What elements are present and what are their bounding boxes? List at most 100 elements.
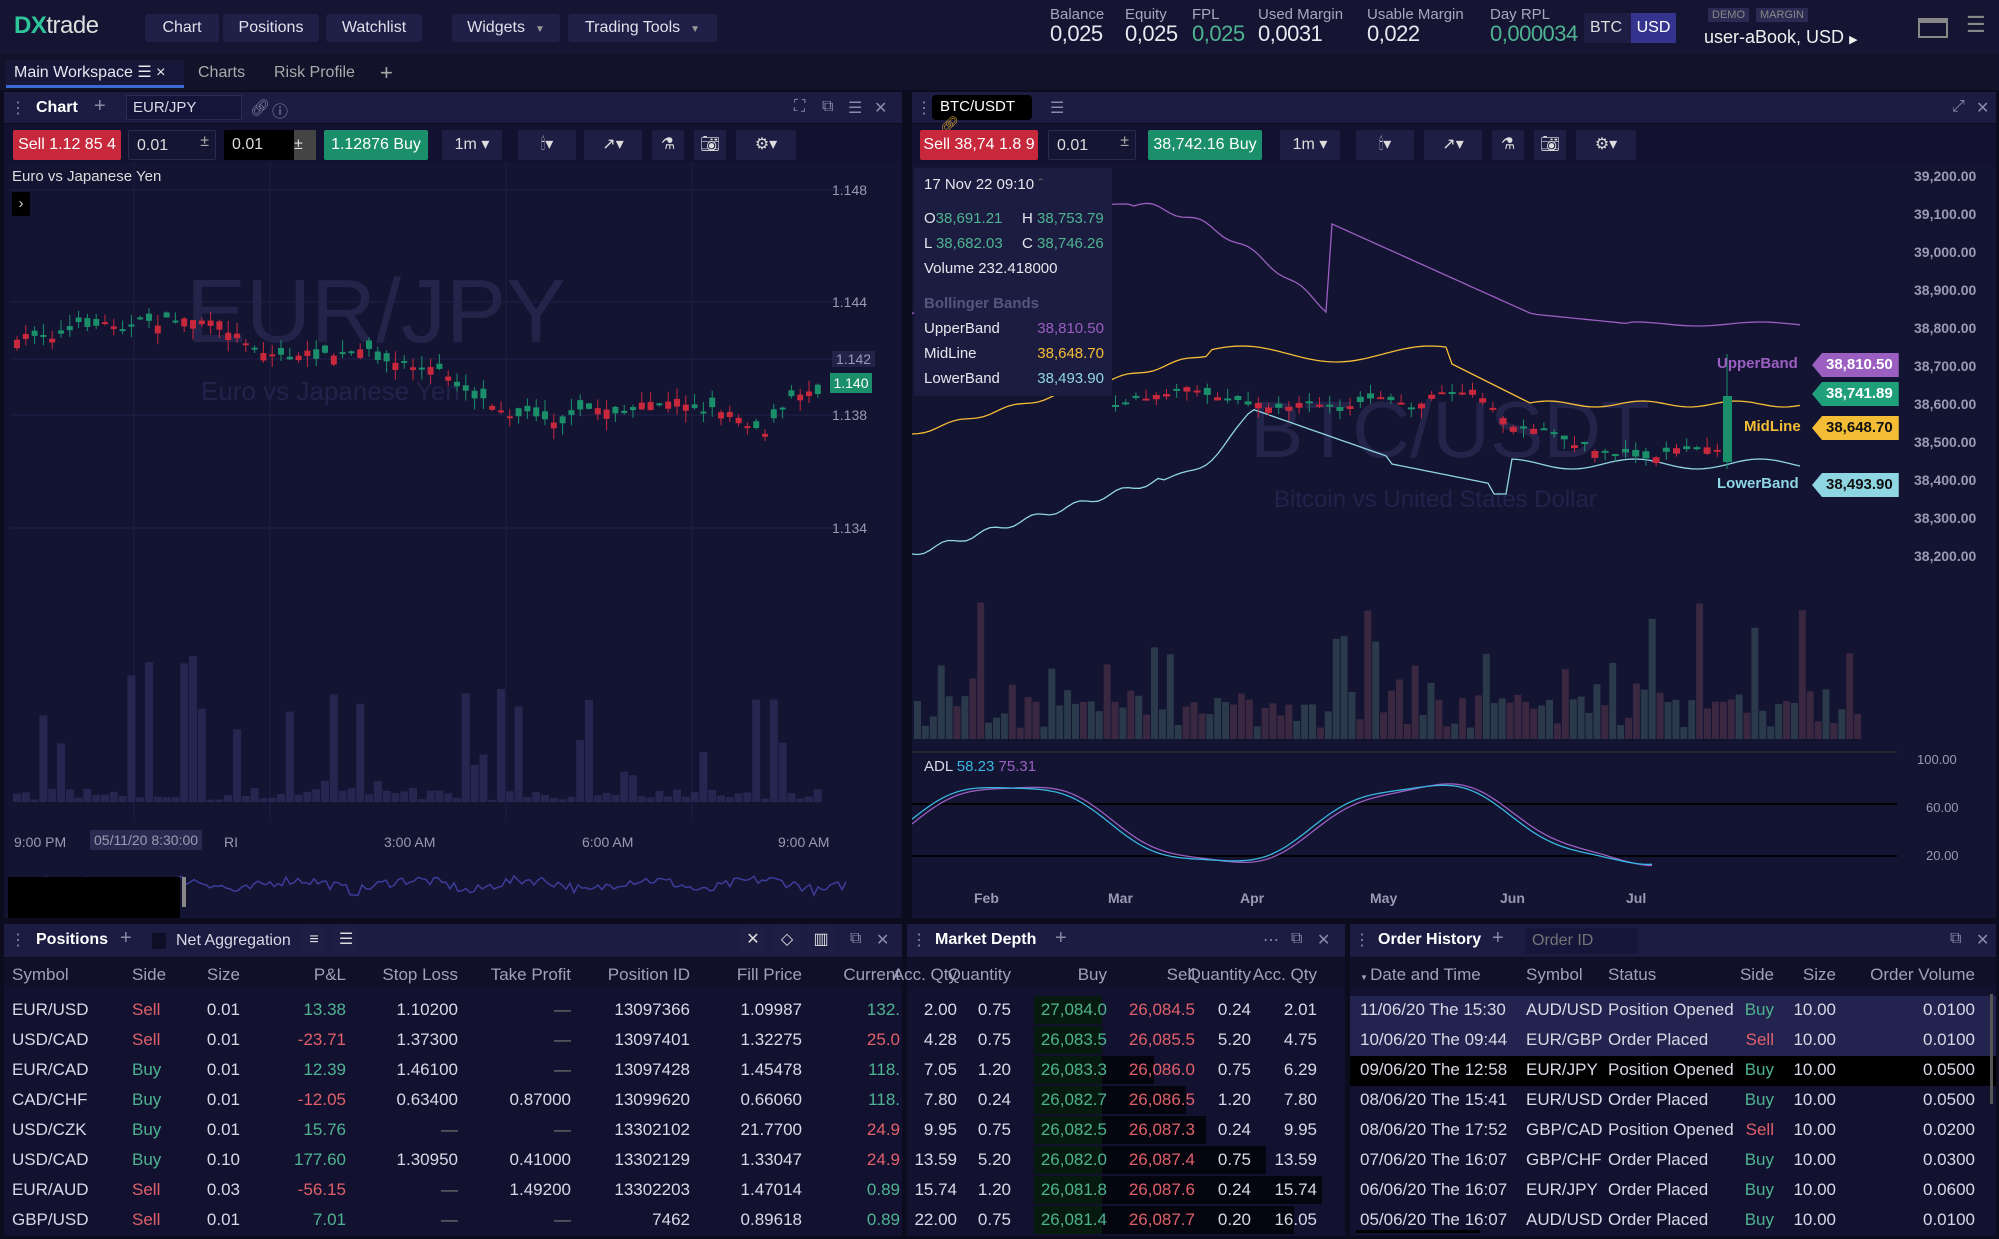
add-icon[interactable]: + <box>1055 927 1067 949</box>
column-header[interactable]: Side <box>1739 965 1774 984</box>
depth-row[interactable]: 13.59 5.20 26,082.0 26,087.4 0.75 13.59 <box>907 1146 1345 1176</box>
menu-icon[interactable]: ☰ <box>137 64 152 81</box>
horizontal-scrollbar[interactable] <box>1356 1230 1480 1233</box>
sell-button[interactable]: Sell 38,74 1.8 9 <box>920 130 1038 160</box>
currency-btc[interactable]: BTC <box>1590 19 1622 36</box>
scrollbar[interactable] <box>1990 994 1993 1104</box>
order-row[interactable]: 05/06/20 The 16:07 AUD/USD Order Placed Buy… <box>1350 1206 1996 1236</box>
position-row[interactable]: GBP/USD Sell 0.01 7.01 — — 7462 0.89618 0.89 <box>4 1206 902 1236</box>
close-icon[interactable]: ✕ <box>874 100 888 117</box>
order-row[interactable]: 11/06/20 The 15:30 AUD/USD Position Opened… <box>1350 996 1996 1026</box>
popout-icon[interactable]: ⧉ <box>1950 930 1962 947</box>
depth-row[interactable]: 22.00 0.75 26,081.4 26,087.7 0.20 16.05 <box>907 1206 1345 1236</box>
stepper-icon[interactable]: ± <box>294 130 316 160</box>
nav-trading-tools[interactable]: Trading Tools ▼ <box>568 14 717 42</box>
nav-chart[interactable]: Chart <box>145 14 219 42</box>
menu-icon[interactable]: ☰ <box>848 100 863 117</box>
depth-row[interactable]: 7.05 1.20 26,083.3 26,086.0 0.75 6.29 <box>907 1056 1345 1086</box>
close-icon[interactable]: ✕ <box>1317 932 1331 949</box>
buy-button[interactable]: 1.12876 Buy <box>324 130 428 160</box>
order-row[interactable]: 07/06/20 The 16:07 GBP/CHF Order Placed Buy… <box>1350 1146 1996 1176</box>
tab-main-workspace[interactable]: Main Workspace ☰ × <box>6 60 184 88</box>
column-header[interactable]: Order Volume <box>1870 965 1975 984</box>
quantity-input[interactable]: 0.01 ± <box>1048 130 1136 160</box>
tab-risk-profile[interactable]: Risk Profile <box>274 64 355 81</box>
order-row[interactable]: 06/06/20 The 16:07 EUR/JPY Order Placed Buy… <box>1350 1176 1996 1206</box>
add-icon[interactable]: + <box>1492 927 1504 949</box>
link-icon[interactable]: 🔗︎ <box>250 100 271 117</box>
currency-usd[interactable]: USD <box>1631 13 1676 43</box>
menu-icon[interactable]: ☰ <box>1050 100 1065 117</box>
expand-chevron-icon[interactable]: › <box>12 192 30 216</box>
interval-select[interactable]: 1m ▾ <box>1280 130 1340 160</box>
position-row[interactable]: EUR/CAD Buy 0.01 12.39 1.46100 — 13097428 1.454… <box>4 1056 902 1086</box>
column-header[interactable]: Stop Loss <box>382 965 458 984</box>
list-icon[interactable]: ☰ <box>334 927 358 953</box>
popout-icon[interactable]: ⧉ <box>822 98 834 115</box>
link-icon[interactable]: 🔗︎ <box>940 116 960 133</box>
column-header[interactable]: Position ID <box>607 965 690 984</box>
filter-icon[interactable]: ≡ <box>302 927 326 953</box>
eurjpy-chart-area[interactable]: EUR/JPY Euro vs Japanese Yen Euro vs Jap… <box>6 162 900 918</box>
close-icon[interactable]: × <box>156 64 166 81</box>
drag-handle-icon[interactable]: ⋮ <box>1354 932 1370 949</box>
add-icon[interactable]: + <box>94 95 106 117</box>
depth-row[interactable]: 9.95 0.75 26,082.5 26,087.3 0.24 9.95 <box>907 1116 1345 1146</box>
order-row[interactable]: 10/06/20 The 09:44 EUR/GBP Order Placed Sel… <box>1350 1026 1996 1056</box>
stepper-icon[interactable]: ± <box>1120 133 1129 150</box>
menu-icon[interactable]: ☰ <box>1966 12 1986 37</box>
column-header[interactable]: Current <box>843 965 900 984</box>
drawing-tools-icon[interactable]: ↗▾ <box>584 130 642 160</box>
drawing-tools-icon[interactable]: ↗▾ <box>1424 130 1482 160</box>
popout-icon[interactable]: ⧉ <box>1291 930 1303 947</box>
symbol-input[interactable]: BTC/USDT 🔗︎ <box>932 95 1032 133</box>
column-header[interactable]: Symbol <box>12 965 69 984</box>
order-row[interactable]: 08/06/20 The 17:52 GBP/CAD Position Opened… <box>1350 1116 1996 1146</box>
column-header[interactable]: Side <box>132 965 167 984</box>
close-icon[interactable]: ✕ <box>1976 100 1990 117</box>
position-row[interactable]: USD/CAD Sell 0.01 -23.71 1.37300 — 13097401 1.3… <box>4 1026 902 1056</box>
more-icon[interactable]: ⋯ <box>1263 932 1279 949</box>
tab-charts[interactable]: Charts <box>198 64 246 81</box>
drag-handle-icon[interactable]: ⋮ <box>10 932 26 949</box>
net-aggregation-checkbox[interactable] <box>152 933 166 949</box>
column-header[interactable]: Size <box>206 965 240 984</box>
position-row[interactable]: USD/CZK Buy 0.01 15.76 — — 13302102 21.7700 24.9 <box>4 1116 902 1146</box>
position-row[interactable]: EUR/USD Sell 0.01 13.38 1.10200 — 13097366 1.09… <box>4 996 902 1026</box>
order-id-search-input[interactable] <box>1526 928 1638 954</box>
position-row[interactable]: CAD/CHF Buy 0.01 -12.05 0.63400 0.87000 130996… <box>4 1086 902 1116</box>
column-header[interactable]: Fill Price <box>736 965 802 984</box>
drag-handle-icon[interactable]: ⋮ <box>916 100 932 117</box>
indicators-flask-icon[interactable]: ⚗ <box>1492 130 1524 160</box>
column-header[interactable]: P&L <box>313 965 346 984</box>
camera-icon[interactable]: 📷︎ <box>1534 130 1566 160</box>
depth-row[interactable]: 7.80 0.24 26,082.7 26,086.5 1.20 7.80 <box>907 1086 1345 1116</box>
layout-icon[interactable] <box>1918 18 1948 38</box>
close-icon[interactable]: ✕ <box>876 932 890 949</box>
column-header[interactable]: Status <box>1608 965 1657 984</box>
column-header[interactable]: Size <box>1802 965 1836 984</box>
quantity-input[interactable]: 0.01 ± <box>128 130 216 160</box>
expand-icon[interactable]: ⤢ <box>1952 98 1965 115</box>
add-icon[interactable]: + <box>120 927 132 949</box>
sell-button[interactable]: Sell 1.12 85 4 <box>13 130 121 160</box>
interval-select[interactable]: 1m ▾ <box>442 130 502 160</box>
depth-row[interactable]: 15.74 1.20 26,081.8 26,087.6 0.24 15.74 <box>907 1176 1345 1206</box>
column-header[interactable]: Take Profit <box>490 965 571 984</box>
add-tab-icon[interactable]: + <box>380 60 393 85</box>
fullscreen-icon[interactable]: ⛶ <box>794 98 806 115</box>
depth-row[interactable]: 2.00 0.75 27,084.0 26,084.5 0.24 2.01 <box>907 996 1345 1026</box>
btcusdt-chart-area[interactable]: BTC/USDT Bitcoin vs United States Dollar… <box>912 164 1996 918</box>
column-header[interactable]: Symbol <box>1526 965 1583 984</box>
settings-gear-icon[interactable]: ⚙▾ <box>1576 130 1636 160</box>
close-all-icon[interactable]: ✕ <box>740 927 766 953</box>
chart-type-icon[interactable]: 🕯︎▾ <box>1356 130 1414 160</box>
quantity-input-2[interactable]: 0.01 ± <box>224 130 316 160</box>
stepper-icon[interactable]: ± <box>200 133 209 150</box>
camera-icon[interactable]: 📷︎ <box>694 130 726 160</box>
depth-row[interactable]: 4.28 0.75 26,083.5 26,085.5 5.20 4.75 <box>907 1026 1345 1056</box>
nav-watchlist[interactable]: Watchlist <box>326 14 422 42</box>
settings-gear-icon[interactable]: ⚙▾ <box>736 130 796 160</box>
indicators-flask-icon[interactable]: ⚗ <box>652 130 684 160</box>
chart-type-icon[interactable]: 🕯︎▾ <box>518 130 576 160</box>
